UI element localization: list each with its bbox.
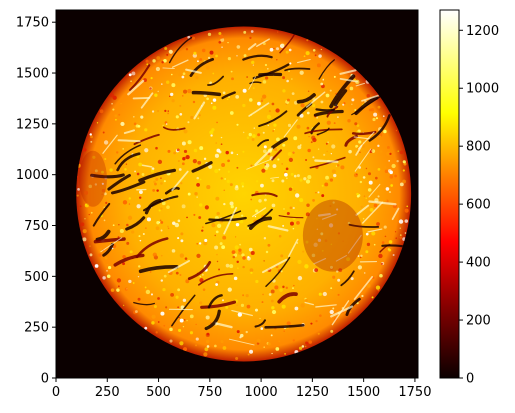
y-tick-label: 1000 [16, 168, 49, 183]
colorbar-tick-label: 1200 [466, 24, 499, 39]
colorbar-axis: 0 200 400 600 800 1000 1200 [459, 24, 499, 387]
y-tick-label: 1750 [16, 16, 49, 31]
x-axis: 0 250 500 750 1000 1250 1500 1750 [52, 378, 431, 400]
y-tick-label: 1500 [16, 67, 49, 82]
y-tick-label: 0 [41, 372, 49, 387]
colorbar-tick-label: 800 [466, 140, 491, 155]
colorbar-tick-label: 400 [466, 256, 491, 271]
y-tick-label: 250 [24, 321, 49, 336]
tissue-disc [76, 26, 412, 362]
heatmap-axes: 0 250 500 750 1000 1250 1500 1750 0 250 500 750 100… [16, 9, 431, 400]
x-tick-label: 1000 [245, 385, 278, 400]
x-tick-label: 750 [197, 385, 222, 400]
heatmap-image [76, 26, 412, 362]
colorbar-tick-label: 1000 [466, 82, 499, 97]
x-tick-label: 0 [52, 385, 60, 400]
colorbar-tick-label: 0 [466, 372, 474, 387]
x-tick-label: 1750 [398, 385, 431, 400]
x-tick-label: 250 [95, 385, 120, 400]
y-tick-label: 500 [24, 270, 49, 285]
x-tick-label: 1250 [296, 385, 329, 400]
y-tick-label: 1250 [16, 117, 49, 132]
y-tick-label: 750 [24, 219, 49, 234]
colorbar-tick-label: 200 [466, 314, 491, 329]
y-axis: 0 250 500 750 1000 1250 1500 1750 [16, 16, 56, 387]
x-tick-label: 500 [146, 385, 171, 400]
colorbar-tick-label: 600 [466, 198, 491, 213]
axes-frame [55, 9, 419, 379]
x-tick-label: 1500 [347, 385, 380, 400]
colorbar: 0 200 400 600 800 1000 1200 [439, 9, 499, 387]
colorbar-gradient [439, 9, 460, 379]
